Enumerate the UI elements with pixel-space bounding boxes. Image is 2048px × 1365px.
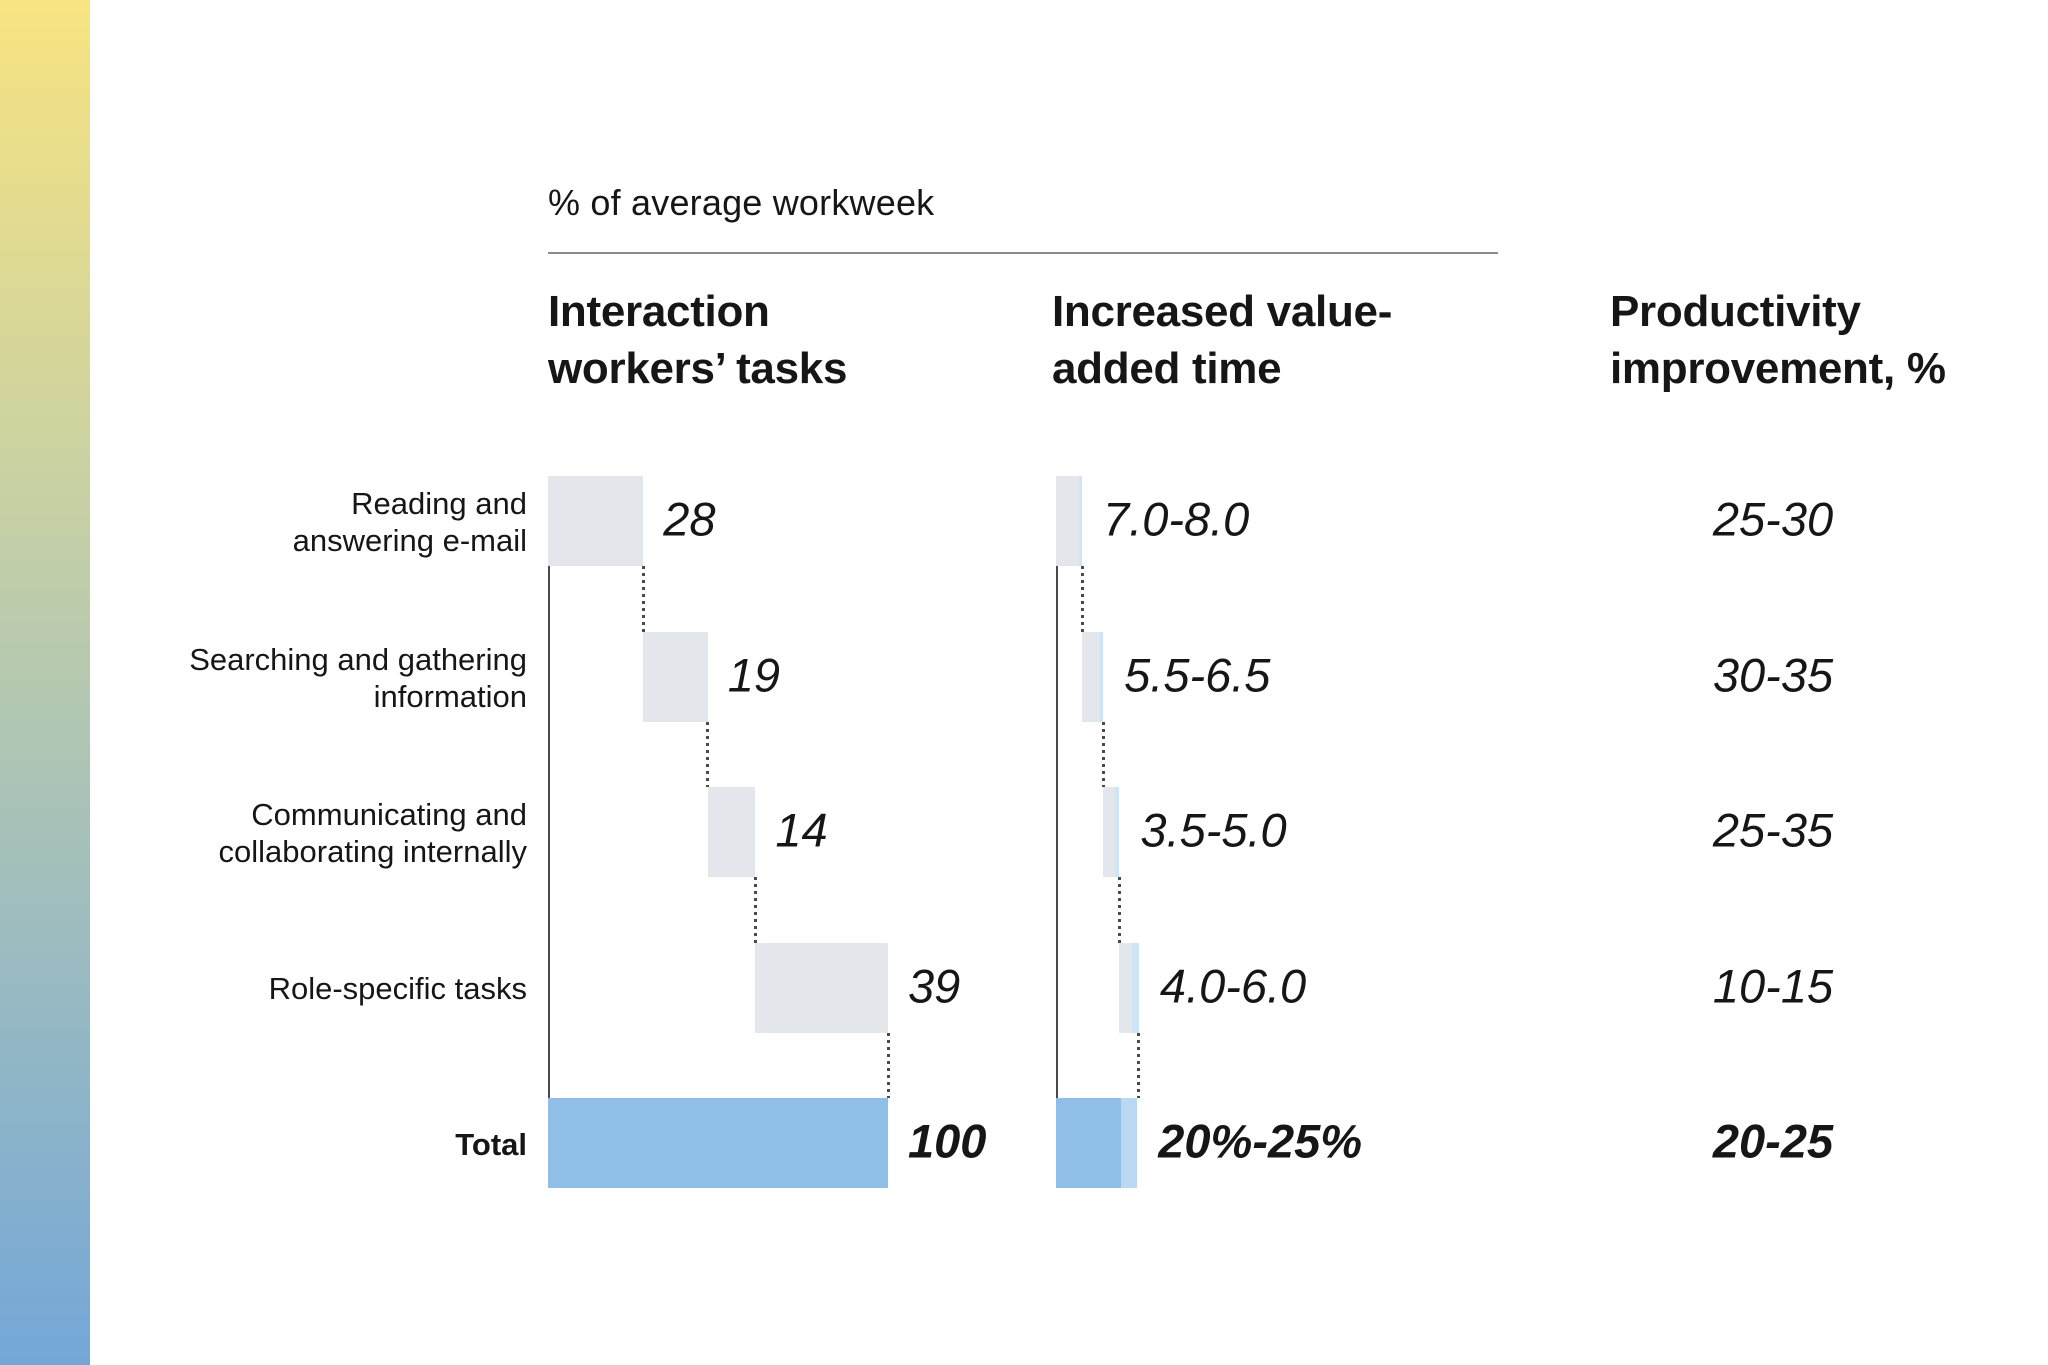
- value-added-total-bar: [1056, 1098, 1138, 1188]
- value-added-total-value-label: 20%-25%: [1158, 1114, 1363, 1168]
- tasks-total-value-label: 100: [908, 1114, 987, 1168]
- tasks-connector-0: [641, 566, 645, 632]
- tasks-bar-3: [755, 942, 888, 1033]
- value-added-bar-3: [1119, 942, 1139, 1033]
- value-added-bar-low-segment: [1056, 476, 1079, 566]
- tasks-value-label-1: 19: [727, 647, 781, 701]
- value-added-total-low-segment: [1056, 1098, 1121, 1188]
- row-label-line: Communicating and: [251, 797, 527, 832]
- tasks-axis-line: [548, 566, 550, 1098]
- value-added-value-label-1: 5.5-6.5: [1124, 647, 1271, 701]
- row-label-line: Role-specific tasks: [268, 971, 527, 1006]
- row-label-line: answering e-mail: [292, 523, 527, 558]
- value-added-bar-0: [1056, 476, 1082, 566]
- value-added-bar-2: [1103, 787, 1120, 877]
- tasks-value-label-3: 39: [908, 958, 961, 1012]
- row-label-3: Role-specific tasks: [269, 970, 527, 1007]
- productivity-value-label-2: 25-35: [1712, 803, 1834, 857]
- productivity-value-label-1: 30-35: [1712, 647, 1834, 701]
- row-label-line: Reading and: [351, 486, 527, 521]
- productivity-total-value-label: 20-25: [1712, 1114, 1834, 1168]
- value-added-bar-1: [1082, 631, 1104, 722]
- tasks-connector-1: [706, 721, 710, 787]
- value-added-connector-1: [1101, 721, 1105, 787]
- value-added-bar-range-segment: [1099, 631, 1104, 722]
- page-title: % of average workweek: [548, 182, 935, 223]
- row-label-line: Total: [455, 1126, 527, 1162]
- tasks-bar-2: [707, 787, 756, 877]
- value-added-value-label-3: 4.0-6.0: [1159, 958, 1307, 1012]
- title-rule-line: [548, 252, 1498, 254]
- value-added-bar-range-segment: [1114, 787, 1120, 877]
- tasks-bar-1: [643, 631, 708, 722]
- value-added-value-label-0: 7.0-8.0: [1103, 492, 1250, 546]
- value-added-bar-range-segment: [1132, 942, 1139, 1033]
- value-added-value-label-2: 3.5-5.0: [1140, 803, 1287, 857]
- column-header-interaction-workers-tasks: Interaction workers’ tasks: [548, 287, 848, 393]
- row-label-1: Searching and gathering information: [189, 641, 527, 715]
- value-added-bar-low-segment: [1119, 942, 1133, 1033]
- tasks-bar-0: [548, 476, 644, 566]
- value-added-bar-low-segment: [1103, 787, 1115, 877]
- value-added-bar-low-segment: [1082, 631, 1100, 722]
- row-label-line: Searching and gathering: [189, 641, 527, 677]
- row-label-0: Reading and answering e-mail: [293, 485, 527, 559]
- column-header-productivity-improvement: Productivity improvement, %: [1610, 287, 1946, 393]
- row-label-line: collaborating internally: [218, 834, 527, 869]
- tasks-connector-2: [753, 877, 757, 943]
- tasks-total-bar: [548, 1098, 888, 1188]
- productivity-value-label-3: 10-15: [1712, 958, 1834, 1012]
- row-label-total: Total: [455, 1126, 527, 1163]
- tasks-connector-3: [886, 1032, 890, 1098]
- value-added-connector-0: [1080, 566, 1084, 632]
- value-added-total-range-segment: [1121, 1098, 1138, 1188]
- column-header-increased-value-added-time: Increased value-added time: [1052, 287, 1393, 393]
- row-label-line: information: [373, 678, 527, 714]
- value-added-axis-line: [1056, 566, 1058, 1098]
- productivity-value-label-0: 25-30: [1712, 492, 1834, 546]
- row-label-2: Communicating and collaborating internall…: [219, 796, 527, 870]
- tasks-value-label-0: 28: [663, 492, 716, 546]
- decorative-gradient-strip: [0, 0, 90, 1365]
- value-added-connector-3: [1137, 1032, 1141, 1098]
- value-added-connector-2: [1117, 877, 1121, 943]
- value-added-bar-range-segment: [1078, 476, 1082, 566]
- tasks-value-label-2: 14: [775, 803, 828, 857]
